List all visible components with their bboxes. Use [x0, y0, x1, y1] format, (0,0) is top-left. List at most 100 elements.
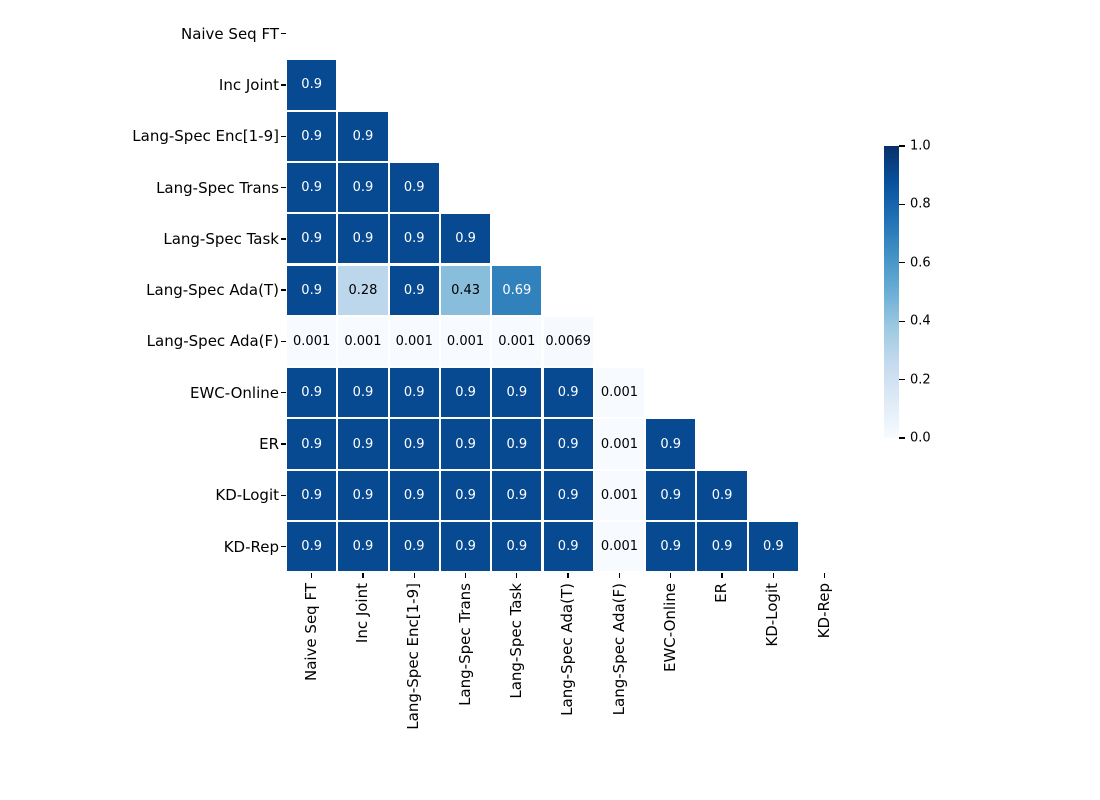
heatmap-cell-7-6: 0.001: [594, 368, 645, 418]
x-tick-label: Naive Seq FT: [301, 583, 320, 682]
colorbar-tick-label: 0.6: [910, 255, 931, 271]
heatmap-cell-10-3: 0.9: [440, 522, 491, 572]
heatmap-cell-1-0: 0.9: [287, 60, 337, 110]
x-tick-label: EWC-Online: [660, 583, 679, 673]
y-tick-mark: [281, 289, 286, 291]
colorbar-tick-label: 0.2: [910, 372, 931, 388]
heatmap-cell-3-2: 0.9: [389, 162, 439, 213]
heatmap-cell-8-4: 0.9: [492, 419, 542, 469]
x-tick-mark: [413, 573, 415, 579]
heatmap-cell-10-1: 0.9: [338, 522, 388, 572]
heatmap-cell-7-2: 0.9: [389, 368, 439, 418]
heatmap-cell-9-2: 0.9: [389, 470, 439, 520]
heatmap-cell-7-4: 0.9: [492, 368, 542, 418]
heatmap-cell-10-8: 0.9: [697, 522, 747, 572]
y-tick-label: Lang-Spec Ada(T): [146, 281, 279, 300]
heatmap-cell-10-5: 0.9: [543, 522, 593, 572]
x-tick-label: Lang-Spec Ada(T): [558, 583, 577, 717]
x-tick-label: KD-Rep: [814, 583, 833, 639]
heatmap-cell-9-8: 0.9: [697, 470, 747, 520]
y-tick-label: Naive Seq FT: [180, 24, 279, 43]
y-tick-mark: [281, 135, 286, 137]
y-tick-mark: [281, 238, 286, 240]
x-tick-label: KD-Logit: [763, 583, 782, 647]
colorbar-tick-mark: [899, 320, 905, 322]
y-tick-mark: [281, 545, 286, 548]
heatmap-cell-7-3: 0.9: [440, 368, 491, 418]
y-tick-label: Lang-Spec Enc[1-9]: [132, 127, 279, 146]
x-tick-mark: [310, 573, 313, 579]
heatmap-cell-9-6: 0.001: [594, 470, 645, 520]
x-tick-label: Lang-Spec Task: [506, 583, 525, 699]
colorbar-tick-label: 0.4: [910, 313, 931, 329]
heatmap-cell-6-2: 0.001: [389, 316, 439, 367]
x-tick-label: ER: [712, 583, 730, 604]
x-tick-mark: [823, 573, 826, 579]
y-tick-mark: [281, 84, 286, 86]
y-tick-label: Inc Joint: [218, 75, 279, 94]
heatmap-cell-5-1: 0.28: [338, 265, 388, 315]
x-tick-mark: [721, 573, 723, 579]
colorbar-gradient: [884, 146, 899, 438]
heatmap-cell-10-6: 0.001: [594, 522, 645, 572]
y-tick-label: Lang-Spec Task: [163, 229, 279, 248]
heatmap-cell-6-3: 0.001: [440, 316, 491, 367]
y-tick-label: Lang-Spec Trans: [156, 178, 279, 197]
heatmap-cell-8-6: 0.001: [594, 419, 645, 469]
y-tick-mark: [281, 494, 286, 496]
x-tick-mark: [464, 573, 467, 579]
heatmap-cell-7-5: 0.9: [543, 368, 593, 418]
y-tick-label: KD-Rep: [223, 537, 279, 556]
heatmap-cell-9-1: 0.9: [338, 470, 388, 520]
y-tick-mark: [281, 392, 286, 394]
heatmap-cell-9-5: 0.9: [543, 470, 593, 520]
heatmap-cell-2-1: 0.9: [338, 111, 388, 161]
x-tick-mark: [772, 573, 774, 579]
heatmap-cell-9-0: 0.9: [287, 470, 337, 520]
heatmap-cell-3-0: 0.9: [287, 162, 337, 213]
heatmap-cell-6-4: 0.001: [492, 316, 542, 367]
y-tick-mark: [281, 186, 286, 189]
heatmap-cell-9-4: 0.9: [492, 470, 542, 520]
colorbar-tick-mark: [899, 378, 905, 381]
colorbar-tick-label: 0.8: [910, 196, 931, 212]
colorbar-tick-mark: [899, 262, 905, 264]
heatmap-cell-5-2: 0.9: [389, 265, 439, 315]
heatmap-cell-6-5: 0.0069: [543, 316, 593, 367]
y-tick-label: EWC-Online: [190, 383, 279, 402]
y-tick-label: KD-Logit: [215, 486, 279, 505]
heatmap-cell-2-0: 0.9: [287, 111, 337, 161]
colorbar-tick-mark: [899, 437, 905, 439]
x-tick-label: Lang-Spec Trans: [455, 583, 474, 707]
heatmap-cell-4-3: 0.9: [440, 214, 491, 264]
heatmap-cell-5-0: 0.9: [287, 265, 337, 315]
x-tick-mark: [567, 573, 569, 579]
colorbar-tick-label: 1.0: [910, 138, 931, 154]
heatmap-cell-6-0: 0.001: [287, 316, 337, 367]
y-tick-mark: [281, 443, 286, 445]
heatmap-cell-8-2: 0.9: [389, 419, 439, 469]
y-tick-mark: [281, 340, 286, 343]
heatmap-cell-6-1: 0.001: [338, 316, 388, 367]
y-tick-label: ER: [259, 435, 279, 453]
heatmap-cell-5-3: 0.43: [440, 265, 491, 315]
x-tick-label: Lang-Spec Enc[1-9]: [404, 583, 423, 731]
heatmap-cell-10-7: 0.9: [646, 522, 696, 572]
colorbar-tick-mark: [899, 203, 905, 206]
heatmap-cell-4-1: 0.9: [338, 214, 388, 264]
y-tick-mark: [281, 32, 286, 35]
heatmap-cell-5-4: 0.69: [492, 265, 542, 315]
heatmap-cell-4-2: 0.9: [389, 214, 439, 264]
x-tick-mark: [670, 573, 672, 579]
heatmap-cell-7-0: 0.9: [287, 368, 337, 418]
heatmap-cell-10-0: 0.9: [287, 522, 337, 572]
heatmap-cell-10-2: 0.9: [389, 522, 439, 572]
heatmap-cell-4-0: 0.9: [287, 214, 337, 264]
heatmap-cell-9-3: 0.9: [440, 470, 491, 520]
heatmap-cell-8-5: 0.9: [543, 419, 593, 469]
x-tick-label: Inc Joint: [352, 583, 371, 644]
x-tick-label: Lang-Spec Ada(F): [609, 583, 628, 716]
x-tick-mark: [362, 573, 364, 579]
heatmap-cell-9-7: 0.9: [646, 470, 696, 520]
